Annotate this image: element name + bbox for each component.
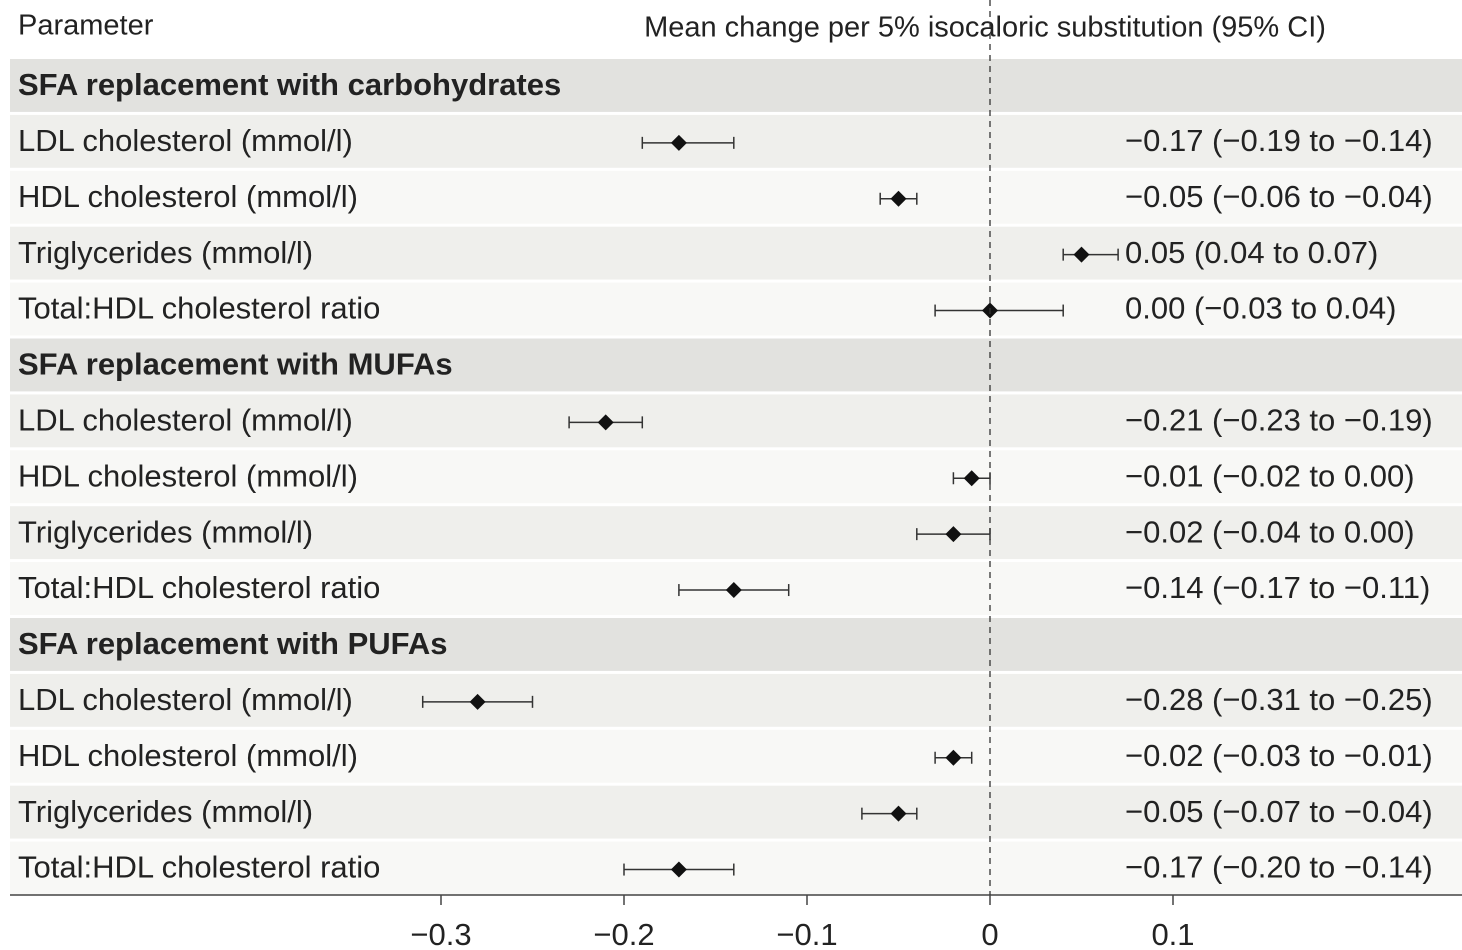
row-label: LDL cholesterol (mmol/l) <box>18 682 353 717</box>
value-label: −0.21 (−0.23 to −0.19) <box>1125 403 1433 438</box>
row-label: LDL cholesterol (mmol/l) <box>18 403 353 438</box>
value-label: −0.05 (−0.07 to −0.04) <box>1125 794 1433 829</box>
value-label: 0.05 (0.04 to 0.07) <box>1125 235 1378 270</box>
row-bg <box>10 226 1462 280</box>
group-title: SFA replacement with carbohydrates <box>18 67 561 102</box>
value-label: −0.17 (−0.20 to −0.14) <box>1125 850 1433 885</box>
row-bg <box>10 450 1462 504</box>
row-label: HDL cholesterol (mmol/l) <box>18 738 358 773</box>
group-title: SFA replacement with MUFAs <box>18 347 453 382</box>
row-label: Triglycerides (mmol/l) <box>18 794 313 829</box>
row-label: Total:HDL cholesterol ratio <box>18 570 380 605</box>
x-tick-label: −0.3 <box>410 917 471 950</box>
row-bg <box>10 394 1462 448</box>
row-label: HDL cholesterol (mmol/l) <box>18 458 358 493</box>
value-label: −0.01 (−0.02 to 0.00) <box>1125 458 1415 493</box>
row-bg <box>10 729 1462 783</box>
group-row-bg <box>10 59 1462 112</box>
point-estimate <box>725 582 742 599</box>
row-bg <box>10 506 1462 560</box>
point-estimate <box>890 805 907 822</box>
point-estimate <box>597 414 614 431</box>
group-row-bg <box>10 338 1462 392</box>
value-label: 0.00 (−0.03 to 0.04) <box>1125 291 1396 326</box>
point-estimate <box>670 861 687 878</box>
value-label: −0.14 (−0.17 to −0.11) <box>1125 570 1430 605</box>
x-tick-label: 0 <box>981 917 998 950</box>
x-tick-label: −0.2 <box>593 917 654 950</box>
point-estimate <box>890 190 907 207</box>
value-label: −0.02 (−0.04 to 0.00) <box>1125 514 1415 549</box>
row-bg <box>10 114 1462 168</box>
point-estimate <box>945 526 962 543</box>
row-label: Total:HDL cholesterol ratio <box>18 850 380 885</box>
row-label: HDL cholesterol (mmol/l) <box>18 179 358 214</box>
value-label: −0.05 (−0.06 to −0.04) <box>1125 179 1433 214</box>
row-bg <box>10 673 1462 727</box>
x-tick-label: 0.1 <box>1151 917 1194 950</box>
row-bg <box>10 282 1462 336</box>
value-label: −0.02 (−0.03 to −0.01) <box>1125 738 1433 773</box>
header-right: Mean change per 5% isocaloric substituti… <box>644 12 1326 44</box>
point-estimate <box>670 134 687 151</box>
header-left: Parameter <box>18 10 154 42</box>
row-backgrounds <box>10 59 1462 895</box>
x-tick-label: −0.1 <box>776 917 837 950</box>
value-label: −0.28 (−0.31 to −0.25) <box>1125 682 1433 717</box>
point-estimate <box>945 749 962 766</box>
row-label: Triglycerides (mmol/l) <box>18 235 313 270</box>
point-estimate <box>963 470 980 487</box>
row-bg <box>10 170 1462 224</box>
point-estimate <box>469 693 486 710</box>
row-bg <box>10 841 1462 895</box>
row-label: Total:HDL cholesterol ratio <box>18 291 380 326</box>
group-row-bg <box>10 618 1462 671</box>
group-title: SFA replacement with PUFAs <box>18 626 448 661</box>
value-label: −0.17 (−0.19 to −0.14) <box>1125 123 1433 158</box>
row-label: LDL cholesterol (mmol/l) <box>18 123 353 158</box>
row-bg <box>10 785 1462 839</box>
point-estimate <box>1073 246 1090 263</box>
row-label: Triglycerides (mmol/l) <box>18 514 313 549</box>
